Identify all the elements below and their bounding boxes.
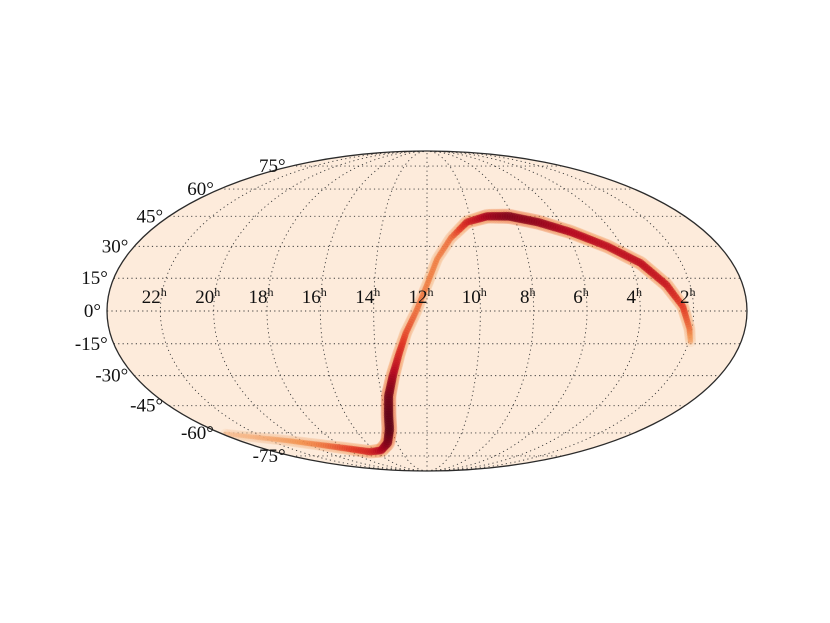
dec-tick-label: -45°	[130, 396, 163, 417]
ra-tick-label: 10h	[462, 285, 487, 308]
ra-tick-label: 20h	[195, 285, 220, 308]
ra-tick-labels: 22h 20h 18h 16h 14h 12h 10h 8h 6h 4h 2h	[142, 285, 696, 308]
probability-cell	[687, 338, 694, 345]
ra-tick-label: 14h	[355, 285, 380, 308]
ra-tick-label: 6h	[573, 285, 589, 308]
ra-tick-label: 22h	[142, 285, 167, 308]
meridian-line	[266, 151, 428, 471]
dec-tick-label: -60°	[181, 423, 214, 444]
dec-tick-label: 45°	[136, 206, 163, 227]
dec-tick-label: 60°	[187, 179, 214, 200]
meridian-line	[159, 151, 428, 471]
dec-tick-label: 0°	[84, 301, 101, 322]
ra-tick-label: 16h	[302, 285, 327, 308]
dec-tick-label: 15°	[81, 268, 108, 289]
dec-tick-label: -15°	[75, 334, 108, 355]
dec-tick-label: 30°	[102, 236, 129, 257]
mollweide-outline	[106, 150, 748, 472]
dec-tick-label: -30°	[95, 366, 128, 387]
ra-tick-label: 4h	[627, 285, 643, 308]
meridian-line	[319, 151, 428, 471]
ra-tick-label: 8h	[520, 285, 536, 308]
ra-tick-label: 12h	[409, 285, 434, 308]
ra-tick-label: 18h	[249, 285, 274, 308]
coordinate-grid	[107, 151, 747, 471]
meridian-line	[426, 151, 535, 471]
meridian-line	[426, 151, 588, 471]
meridian-line	[426, 151, 695, 471]
probability-band	[220, 208, 696, 459]
dec-tick-label: -75°	[253, 446, 286, 467]
dec-tick-labels: 75° 60° 45° 30° 15° 0° -15° -30°-45° -60° -75°	[75, 156, 286, 467]
mollweide-background	[107, 151, 747, 471]
ra-tick-label: 2h	[680, 285, 696, 308]
dec-tick-label: 75°	[259, 156, 286, 177]
